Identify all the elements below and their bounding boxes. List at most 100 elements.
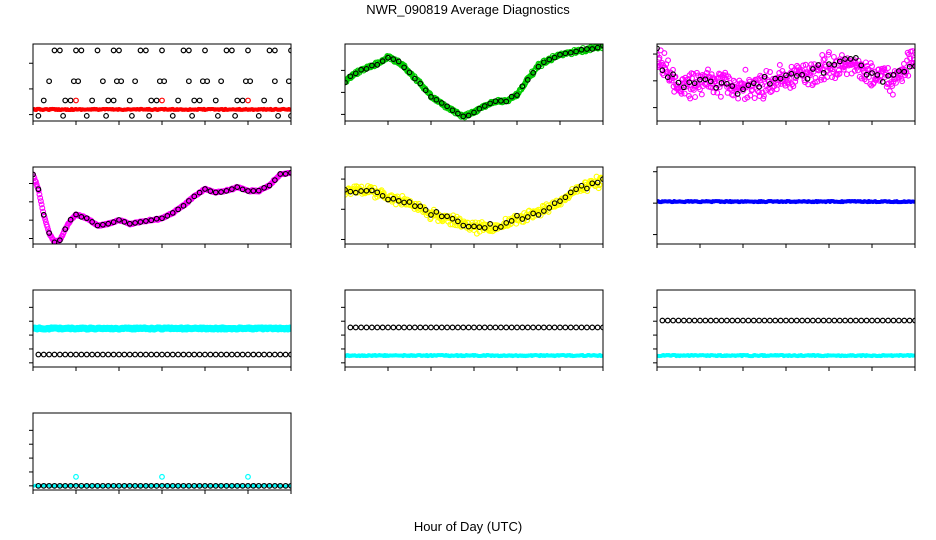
- data-point: [799, 317, 806, 324]
- data-point: [777, 317, 784, 324]
- data-point: [368, 324, 375, 331]
- data-point: [169, 112, 176, 119]
- average-point: [347, 73, 354, 80]
- data-point: [271, 78, 278, 85]
- data-point: [905, 72, 912, 79]
- x-axis: [344, 367, 604, 371]
- average-point: [514, 92, 520, 98]
- average-point: [842, 56, 848, 62]
- average-point: [492, 98, 499, 105]
- data-point: [487, 324, 494, 331]
- data-point: [255, 112, 262, 119]
- average-point: [734, 91, 741, 97]
- average-point: [460, 113, 467, 120]
- data-point: [277, 482, 284, 489]
- average-point: [836, 58, 843, 65]
- data-point: [185, 482, 192, 489]
- average-point: [428, 93, 434, 100]
- data-point: [60, 112, 66, 119]
- data-point: [745, 317, 752, 324]
- x-axis: [32, 367, 292, 371]
- data-point: [78, 351, 85, 358]
- data-point: [239, 482, 246, 489]
- data-point: [735, 95, 742, 102]
- average-point: [465, 223, 472, 230]
- average-point: [471, 223, 477, 230]
- data-point: [698, 91, 705, 98]
- data-point: [912, 317, 915, 324]
- series-line-flow-black: [347, 324, 603, 331]
- figure-x-axis-label: Hour of Day (UTC): [414, 519, 522, 534]
- average-point: [352, 70, 359, 77]
- panel-li-820-temperature: [653, 43, 916, 125]
- data-point: [836, 317, 843, 324]
- average-point: [519, 83, 526, 90]
- average-point: [401, 199, 407, 206]
- data-point: [202, 47, 208, 54]
- average-point: [363, 66, 370, 72]
- data-point: [433, 324, 440, 331]
- data-point: [126, 482, 133, 489]
- data-point: [697, 317, 703, 324]
- average-point: [153, 215, 160, 222]
- data-point: [842, 317, 849, 324]
- data-point: [78, 47, 85, 54]
- data-point: [740, 317, 746, 324]
- average-point: [358, 188, 364, 194]
- data-point: [428, 324, 434, 331]
- data-point: [207, 351, 214, 358]
- data-point: [148, 482, 155, 489]
- data-point: [820, 317, 827, 324]
- average-point: [406, 199, 413, 205]
- data-point: [62, 482, 69, 489]
- data-point: [809, 317, 816, 324]
- data-point: [175, 351, 182, 358]
- average-point: [202, 186, 208, 192]
- data-point: [867, 60, 874, 66]
- panel-li-820-pressure: [341, 43, 604, 125]
- series-level-420: [51, 47, 291, 54]
- average-point: [481, 225, 488, 231]
- data-point: [783, 317, 789, 324]
- data-point: [874, 317, 881, 324]
- data-point: [881, 65, 888, 72]
- data-point: [911, 353, 915, 358]
- average-point: [433, 209, 440, 215]
- plot-area: [345, 173, 603, 237]
- average-point: [46, 230, 52, 236]
- average-point: [94, 222, 101, 229]
- average-point: [223, 188, 230, 194]
- average-point: [578, 46, 585, 53]
- data-point: [232, 112, 239, 119]
- average-point: [584, 185, 590, 192]
- data-point: [788, 317, 795, 324]
- average-point: [686, 79, 693, 86]
- data-point: [35, 351, 42, 358]
- data-point: [51, 351, 58, 358]
- data-point: [347, 324, 354, 331]
- data-point: [730, 77, 737, 84]
- average-point: [562, 194, 569, 201]
- average-point: [385, 54, 391, 61]
- data-point: [153, 351, 160, 358]
- data-point: [713, 317, 720, 324]
- average-point: [562, 50, 569, 57]
- data-point: [760, 95, 767, 102]
- data-point: [906, 317, 913, 324]
- average-point: [729, 83, 736, 89]
- data-point: [600, 324, 603, 331]
- data-point: [776, 62, 783, 68]
- plot-frame: [344, 289, 604, 368]
- average-point: [175, 206, 181, 213]
- y-axis: [29, 62, 33, 116]
- data-point: [116, 47, 122, 54]
- panel-line-3-flow: [653, 289, 916, 371]
- data-point: [218, 351, 225, 358]
- average-point: [783, 72, 789, 79]
- data-point: [680, 317, 687, 324]
- data-point: [379, 324, 386, 331]
- data-point: [239, 351, 246, 358]
- data-point: [869, 317, 875, 324]
- x-axis: [32, 244, 292, 248]
- data-point: [821, 56, 828, 62]
